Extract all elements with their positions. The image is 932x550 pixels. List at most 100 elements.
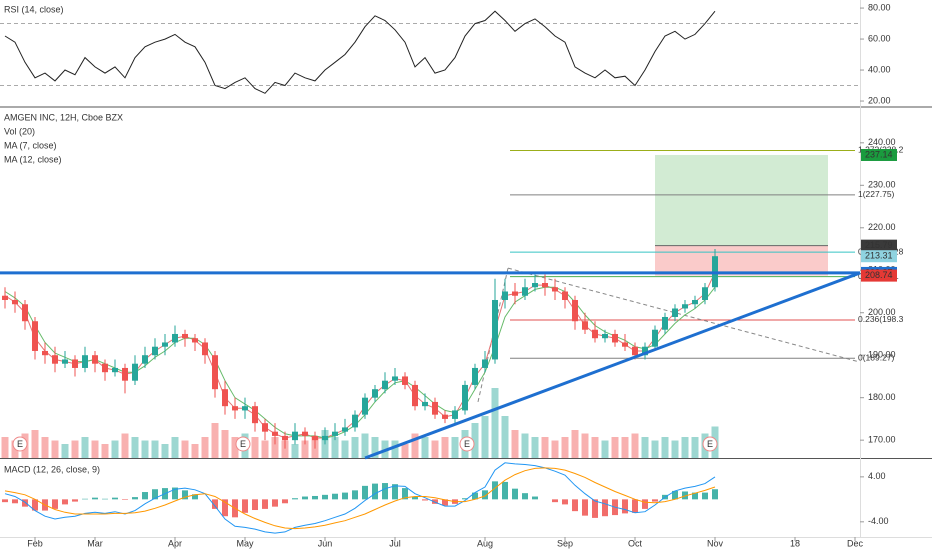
- fib-label: 0.236(198.3: [858, 314, 904, 324]
- candle-body: [12, 299, 18, 305]
- candle-body: [462, 384, 468, 411]
- price-tag: [861, 269, 897, 282]
- volume-bar: [641, 437, 649, 458]
- volume-bar: [181, 440, 189, 458]
- candle-body: [632, 346, 638, 356]
- indicator-label: MA (7, close): [4, 140, 57, 150]
- volume-bar: [121, 433, 129, 458]
- fib-label: 1(227.75): [858, 189, 895, 199]
- x-tick-label: Nov: [707, 538, 724, 548]
- macd-histogram: [422, 499, 428, 501]
- candle-body: [52, 355, 58, 364]
- volume-bar: [91, 440, 99, 458]
- earnings-label: E: [17, 439, 23, 449]
- price-tag-label: 213.31: [865, 251, 893, 261]
- dashed-trendline: [477, 268, 509, 403]
- chart-title: AMGEN INC, 12H, Cboe BZX: [4, 112, 123, 122]
- candle-body: [122, 367, 128, 381]
- candle-body: [42, 350, 48, 356]
- volume-bar: [431, 440, 439, 458]
- volume-bar: [131, 437, 139, 458]
- candle-body: [202, 342, 208, 356]
- volume-bar: [491, 388, 499, 458]
- candle-body: [642, 346, 648, 356]
- volume-bar: [501, 416, 509, 458]
- candle-body: [662, 316, 668, 330]
- macd-histogram: [472, 492, 478, 500]
- volume-bar: [661, 437, 669, 458]
- macd-histogram: [112, 497, 118, 500]
- candle-body: [22, 304, 28, 322]
- x-tick-label: Feb: [27, 538, 43, 548]
- volume-bar: [191, 444, 199, 458]
- candle-body: [392, 376, 398, 381]
- volume-bar: [251, 437, 259, 458]
- y-tick-label: 190.00: [868, 350, 896, 360]
- volume-bar: [271, 437, 279, 458]
- price-tag: [861, 239, 897, 252]
- macd-histogram: [32, 499, 38, 511]
- volume-bar: [101, 444, 109, 458]
- candle-body: [82, 355, 88, 368]
- candle-body: [342, 427, 348, 432]
- volume-bar: [391, 440, 399, 458]
- volume-bar: [411, 433, 419, 458]
- panel-title: MACD (12, 26, close, 9): [4, 464, 100, 474]
- x-tick-label: Jun: [318, 538, 333, 548]
- candle-body: [562, 291, 568, 300]
- macd-histogram: [512, 488, 518, 500]
- volume-bar: [511, 430, 519, 458]
- macd-histogram: [412, 496, 418, 500]
- volume-bar: [281, 440, 289, 458]
- macd-histogram: [432, 499, 438, 504]
- candle-body: [222, 389, 228, 407]
- volume-bar: [331, 437, 339, 458]
- volume-bar: [611, 437, 619, 458]
- candle-body: [602, 333, 608, 339]
- candle-body: [502, 291, 508, 300]
- earnings-marker: [235, 436, 251, 452]
- y-tick-label: 240.00: [868, 137, 896, 147]
- macd-histogram: [632, 499, 638, 513]
- macd-histogram: [302, 496, 308, 500]
- volume-bar: [631, 433, 639, 458]
- candle-body: [102, 363, 108, 373]
- macd-histogram: [242, 499, 248, 513]
- candle-body: [362, 397, 368, 415]
- volume-bar: [161, 444, 169, 458]
- macd-histogram: [522, 493, 528, 500]
- candle-body: [242, 406, 248, 411]
- volume-bar: [61, 444, 69, 458]
- candle-body: [252, 406, 258, 424]
- volume-bar: [541, 437, 549, 458]
- macd-histogram: [712, 489, 718, 500]
- candle-body: [452, 410, 458, 419]
- candle-body: [192, 338, 198, 343]
- macd-histogram: [442, 499, 448, 506]
- earnings-marker: [702, 436, 718, 452]
- volume-bar: [471, 423, 479, 458]
- x-tick-label: Apr: [168, 538, 182, 548]
- candle-body: [2, 295, 8, 300]
- y-tick-label: 20.00: [868, 95, 891, 105]
- volume-bar: [361, 433, 369, 458]
- stop-zone: [655, 245, 828, 276]
- candle-body: [72, 359, 78, 368]
- y-tick-label: 180.00: [868, 392, 896, 402]
- candle-body: [512, 291, 518, 296]
- x-tick-label: Oct: [628, 538, 643, 548]
- macd-histogram: [622, 499, 628, 514]
- dashed-trendline: [507, 267, 859, 363]
- macd-histogram: [382, 483, 388, 500]
- y-tick-label: 230.00: [868, 180, 896, 190]
- macd-histogram: [252, 499, 258, 511]
- macd-histogram: [552, 499, 558, 503]
- volume-bar: [551, 440, 559, 458]
- candle-body: [142, 355, 148, 364]
- macd-histogram: [492, 481, 498, 500]
- candle-body: [372, 389, 378, 398]
- macd-histogram: [602, 499, 608, 517]
- macd-histogram: [592, 499, 598, 518]
- y-tick-label: 200.00: [868, 307, 896, 317]
- candle-body: [692, 299, 698, 305]
